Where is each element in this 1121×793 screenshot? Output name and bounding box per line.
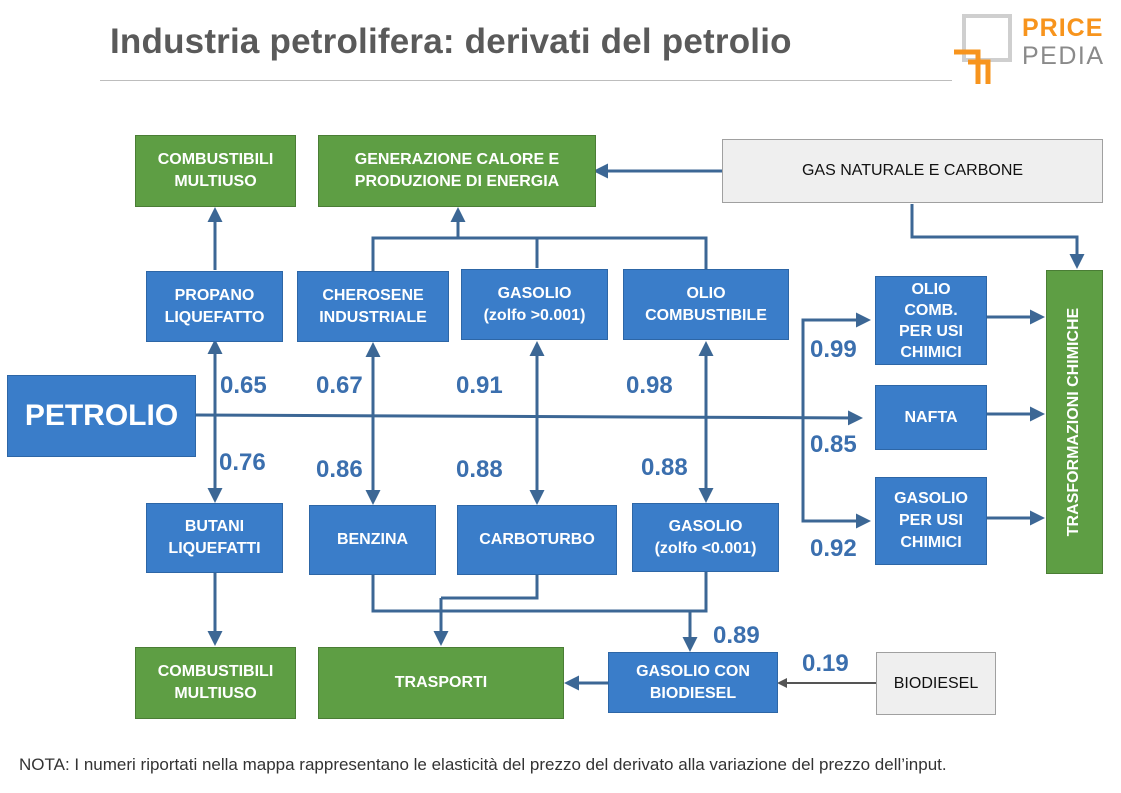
benzina-box: BENZINA [309, 505, 436, 575]
gas-naturale-box: GAS NATURALE E CARBONE [722, 139, 1103, 203]
gasolio-biodiesel-box: GASOLIO CON BIODIESEL [608, 652, 778, 713]
arrow-gas-trasformazioni [910, 204, 1085, 269]
generazione-energia-box: GENERAZIONE CALORE E PRODUZIONE DI ENERG… [318, 135, 596, 207]
logo-text-price: PRICE [1022, 14, 1104, 42]
gasolio-high-sulfur-box: GASOLIO (zolfo >0.001) [461, 269, 608, 340]
elasticity-gasolio-biodiesel: 0.89 [713, 622, 760, 649]
nafta-box: NAFTA [875, 385, 987, 450]
pricepedia-logo-icon [954, 14, 1012, 84]
olio-comb-chimici-box: OLIO COMB. PER USI CHIMICI [875, 276, 987, 365]
arrow-gasolio-low-biodiesel [682, 572, 708, 652]
cherosene-box: CHEROSENE INDUSTRIALE [297, 271, 449, 342]
title-divider [100, 80, 952, 81]
branch-chimici [801, 312, 871, 418]
merge-to-generazione [371, 236, 708, 271]
elasticity-nafta: 0.85 [810, 431, 857, 458]
elasticity-gasolio-low: 0.88 [641, 454, 688, 481]
elasticity-gasolio-high: 0.91 [456, 372, 503, 399]
olio-combustibile-box: OLIO COMBUSTIBILE [623, 269, 789, 340]
arrow-petrolio-nafta [195, 410, 863, 426]
elasticity-cherosene: 0.67 [316, 372, 363, 399]
gasolio-chimici-box: GASOLIO PER USI CHIMICI [875, 477, 987, 565]
elasticity-propano: 0.65 [220, 372, 267, 399]
page-title: Industria petrolifera: derivati del petr… [110, 22, 792, 61]
combustibili-multiuso-top-box: COMBUSTIBILI MULTIUSO [135, 135, 296, 207]
trasformazioni-label: TRASFORMAZIONI CHIMICHE [1065, 307, 1083, 537]
carboturbo-box: CARBOTURBO [457, 505, 617, 575]
trasformazioni-chimiche-box: TRASFORMAZIONI CHIMICHE [1046, 270, 1103, 574]
gasolio-low-sulfur-box: GASOLIO (zolfo <0.001) [632, 503, 779, 572]
propano-box: PROPANO LIQUEFATTO [146, 271, 283, 342]
logo-text-pedia: PEDIA [1022, 42, 1105, 70]
elasticity-benzina: 0.86 [316, 456, 363, 483]
biodiesel-box: BIODIESEL [876, 652, 996, 715]
footnote: NOTA: I numeri riportati nella mappa rap… [19, 755, 947, 774]
elasticity-gasolio-chimici: 0.92 [810, 535, 857, 562]
elasticity-carboturbo: 0.88 [456, 456, 503, 483]
elasticity-biodiesel: 0.19 [802, 650, 849, 677]
elasticity-butani: 0.76 [219, 449, 266, 476]
butani-box: BUTANI LIQUEFATTI [146, 503, 283, 573]
petrolio-box: PETROLIO [7, 375, 196, 457]
elasticity-olio-combustibile: 0.98 [626, 372, 673, 399]
arrow-to-gasolio-chimici [801, 418, 871, 529]
combustibili-multiuso-bottom-box: COMBUSTIBILI MULTIUSO [135, 647, 296, 719]
merge-benzina-trasporti [371, 575, 697, 613]
elasticity-olio-comb-chimici: 0.99 [810, 336, 857, 363]
merge-carboturbo [441, 575, 539, 600]
trasporti-box: TRASPORTI [318, 647, 564, 719]
